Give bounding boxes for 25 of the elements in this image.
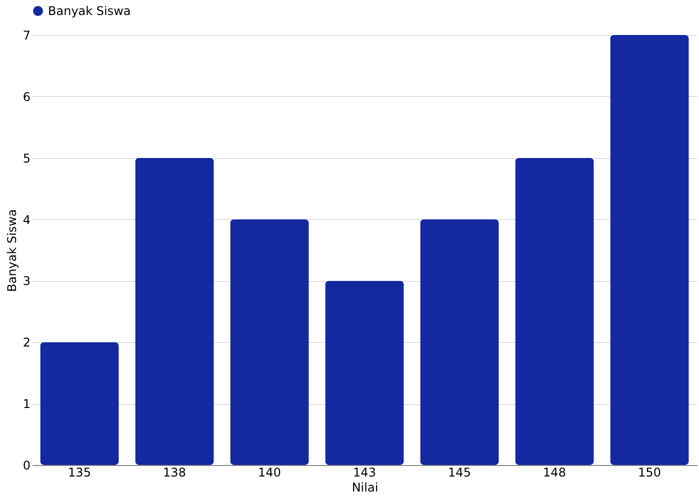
y-axis-title: Banyak Siswa: [4, 209, 19, 292]
y-tick-label: 6: [22, 90, 30, 104]
x-axis-title: Nilai: [352, 480, 378, 494]
bar: [515, 158, 594, 465]
bar: [230, 219, 309, 465]
y-tick-label: 7: [22, 28, 30, 42]
x-tick-label: 138: [163, 466, 186, 480]
y-tick-label: 2: [22, 336, 30, 350]
bar: [325, 280, 404, 465]
y-tick-label: 1: [22, 397, 30, 412]
x-tick-label: 140: [258, 466, 281, 480]
legend-label: Banyak Siswa: [48, 4, 131, 18]
y-tick-label: 5: [22, 151, 30, 166]
y-tick-label: 4: [22, 212, 30, 227]
bar: [40, 342, 119, 465]
y-tick-label: 3: [22, 274, 30, 288]
x-tick-label: 148: [543, 466, 566, 480]
x-tick-label: 143: [353, 466, 376, 480]
y-tick-label: 0: [22, 458, 30, 472]
bar: [135, 158, 214, 465]
bar: [420, 219, 499, 465]
x-tick-label: 145: [448, 466, 471, 480]
bar: [610, 35, 689, 465]
x-tick-label: 135: [68, 466, 91, 480]
x-tick-label: 150: [638, 466, 661, 480]
